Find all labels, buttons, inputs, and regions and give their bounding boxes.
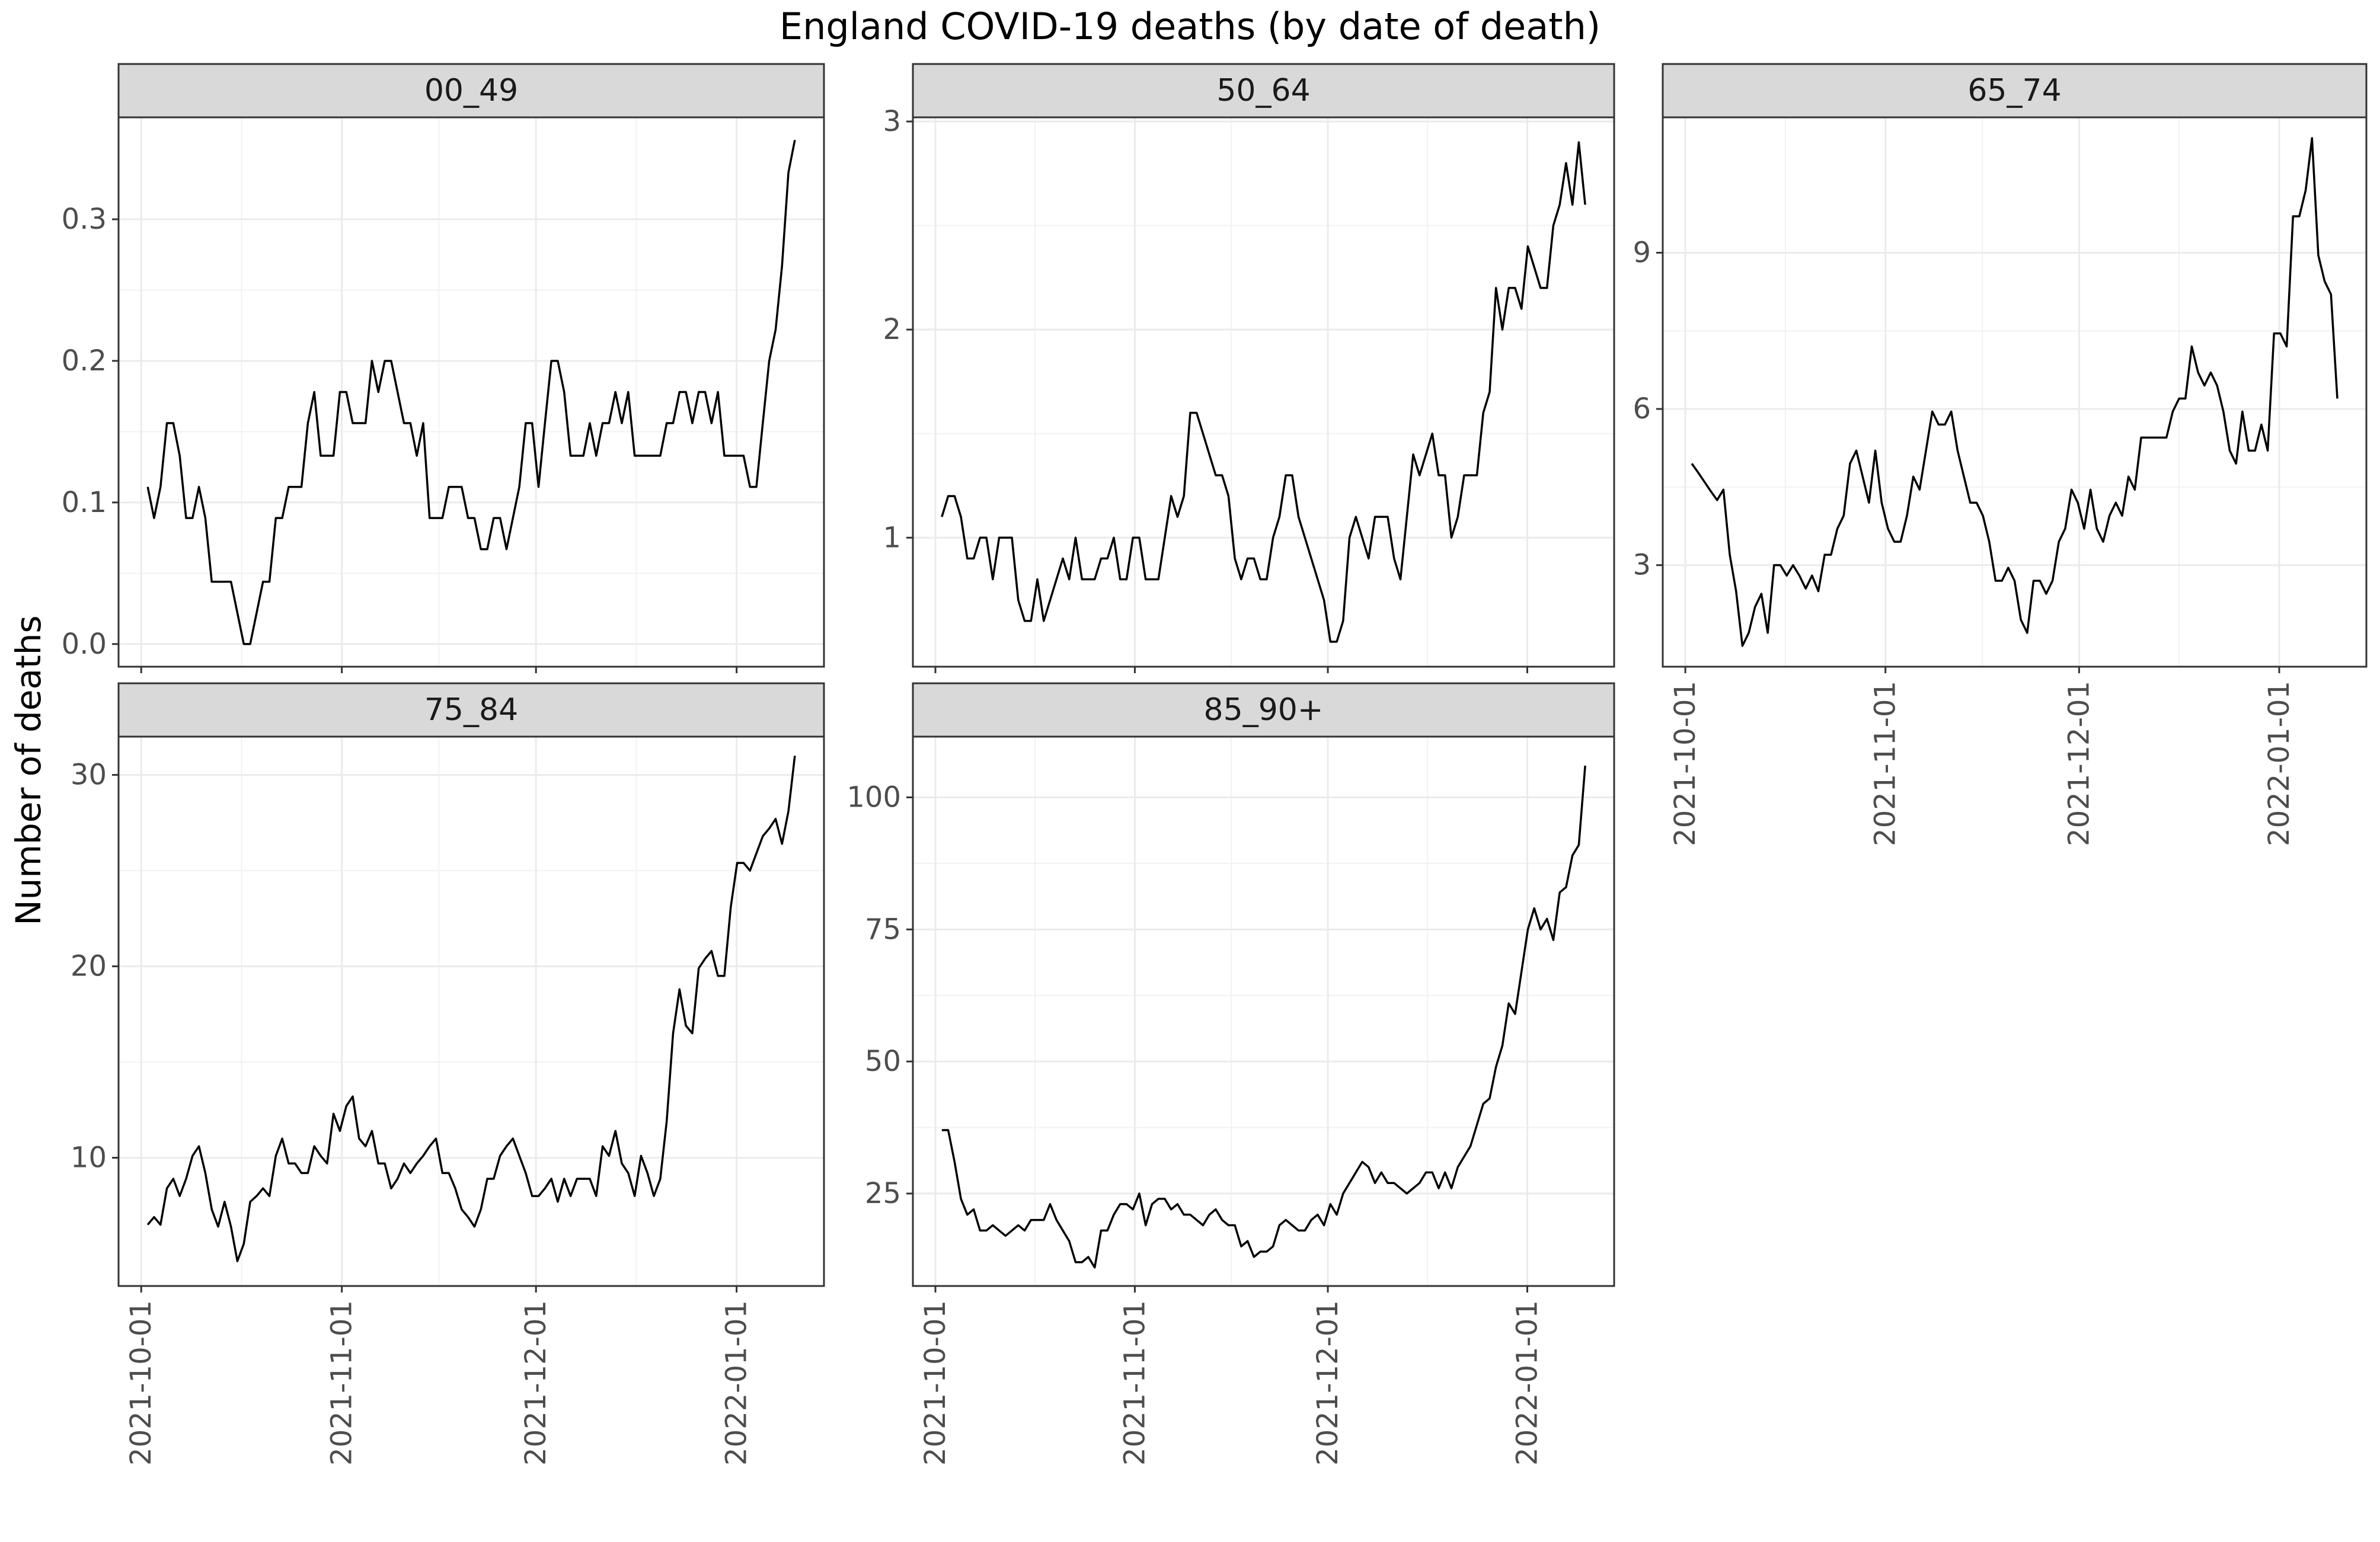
x-tick-label: 2021-11-01 [1869,681,1902,846]
x-tick-label: 2021-12-01 [2062,681,2095,846]
x-tick-label: 2022-01-01 [1510,1300,1544,1466]
facet-strip [117,682,825,738]
series-line-00_49 [146,139,796,645]
chart-title: England COVID-19 deaths (by date of deat… [779,5,1601,48]
y-tick-label: 0.3 [62,203,107,236]
y-tick-label: 0.0 [62,628,107,661]
y-tick-label: 10 [71,1141,107,1175]
facet-strip-label: 75_84 [424,692,518,728]
facet-strip [1662,63,2368,119]
y-tick-label: 30 [71,759,107,792]
y-tick-label: 1 [883,521,901,554]
x-tick-label: 2022-01-01 [720,1300,753,1466]
facet-strip [912,63,1615,119]
x-tick-label: 2022-01-01 [2263,681,2296,846]
x-tick-label: 2021-10-01 [919,1300,952,1466]
facet-strip-label: 00_49 [424,73,518,108]
panel-background [119,737,824,1286]
y-tick-label: 20 [71,950,107,983]
y-tick-label: 2 [883,313,901,346]
y-tick-label: 3 [883,105,901,138]
x-tick-label: 2021-10-01 [124,1300,158,1466]
x-tick-label: 2021-12-01 [1311,1300,1344,1466]
series-line-85_90+ [941,765,1586,1269]
y-tick-label: 75 [865,913,901,946]
series-line-65_74 [1691,137,2339,647]
x-tick-label: 2021-10-01 [1669,681,1702,846]
series-line-50_64 [941,141,1586,643]
facet-strip [912,682,1615,738]
series-line-75_84 [146,756,796,1262]
y-tick-label: 50 [865,1045,901,1078]
panel-background [1663,117,2366,667]
facet-strip [117,63,825,119]
facet-strip-label: 65_74 [1967,73,2061,108]
panel-background [913,737,1614,1286]
panel-background [119,117,824,667]
y-tick-label: 100 [846,781,901,814]
x-tick-label: 2021-12-01 [519,1300,552,1466]
x-tick-label: 2021-11-01 [325,1300,359,1466]
panel-background [913,117,1614,667]
y-axis-label: Number of deaths [8,615,49,926]
y-tick-label: 6 [1633,392,1651,426]
y-tick-label: 9 [1633,236,1651,269]
y-tick-label: 3 [1633,549,1651,582]
y-tick-label: 0.1 [62,486,107,519]
facet-strip-label: 50_64 [1216,73,1310,108]
y-tick-label: 25 [865,1177,901,1210]
y-tick-label: 0.2 [62,344,107,377]
facet-strip-label: 85_90+ [1204,692,1324,728]
x-tick-label: 2021-11-01 [1118,1300,1151,1466]
